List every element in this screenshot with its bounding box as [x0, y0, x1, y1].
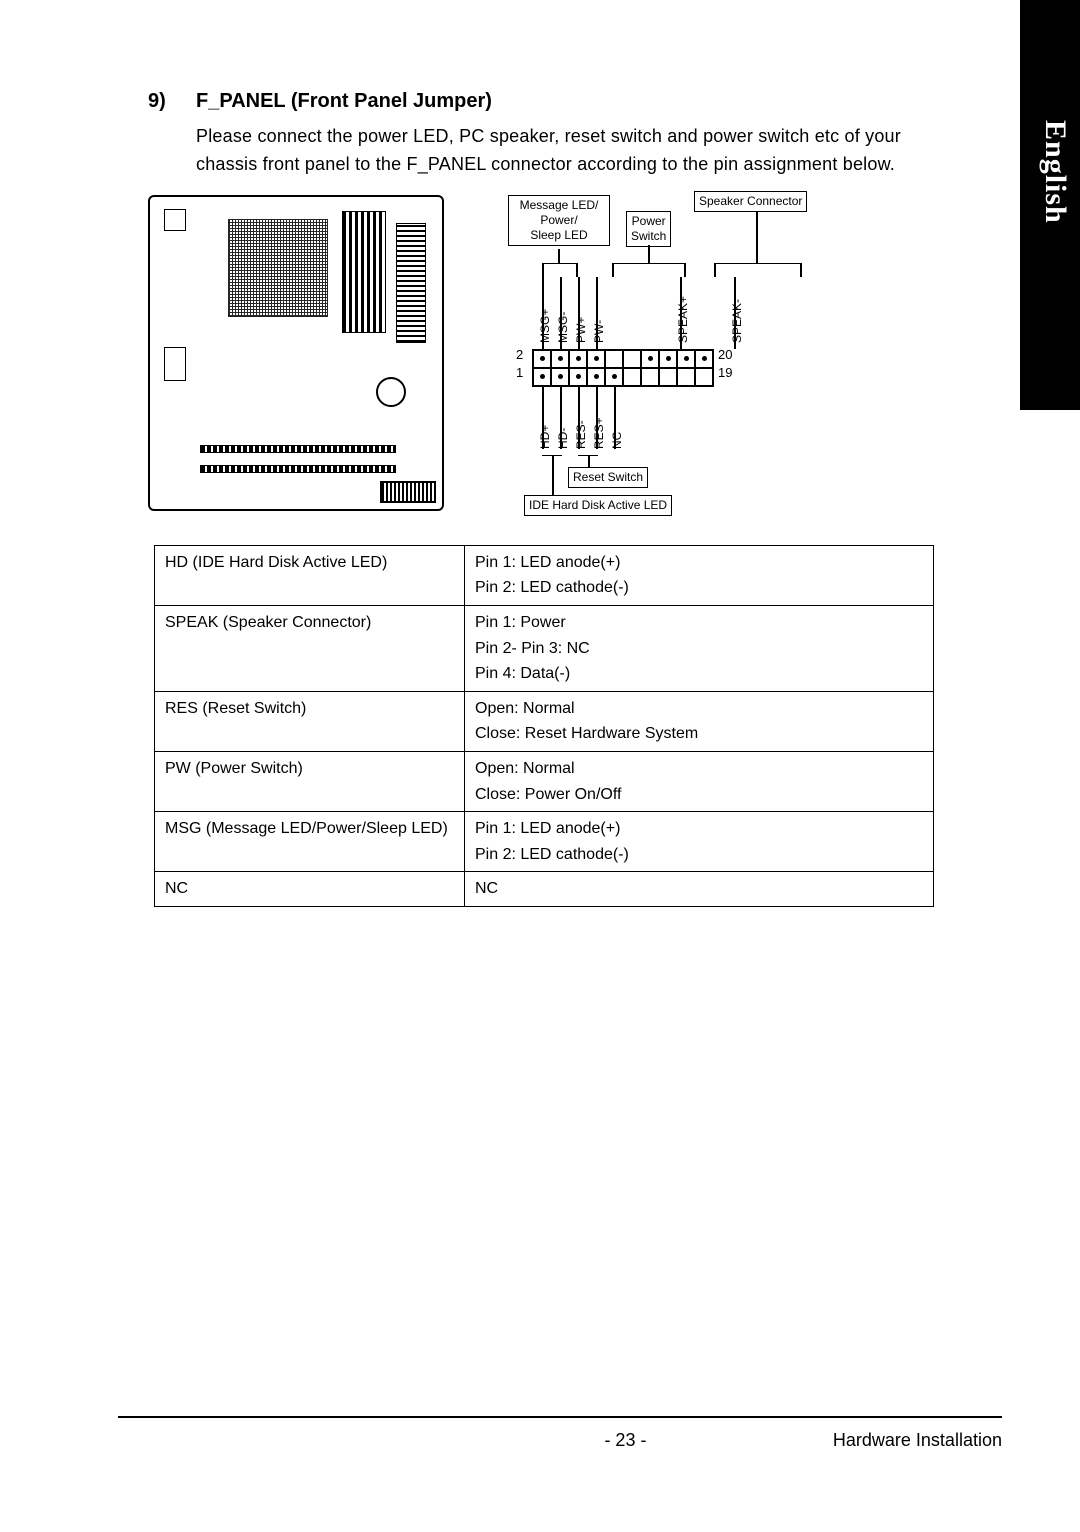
cell-name: MSG (Message LED/Power/Sleep LED) — [155, 812, 465, 872]
leader-line — [542, 263, 576, 265]
signal-top: SPEAK- — [730, 299, 744, 343]
mobo-pci-slot-2 — [200, 465, 396, 473]
footer-section-name: Hardware Installation — [833, 1430, 1002, 1451]
page-number: - 23 - — [604, 1430, 646, 1451]
box-message-led: Message LED/Power/Sleep LED — [508, 195, 610, 246]
leader-line — [648, 245, 650, 263]
signal-top: MSG- — [556, 311, 570, 342]
section-number: 9) — [148, 90, 178, 113]
tick — [560, 277, 562, 349]
leader-line — [714, 263, 800, 265]
signal-bottom: HD+ — [538, 424, 552, 448]
mobo-small-block — [164, 347, 186, 381]
tick — [680, 277, 682, 349]
label: Speaker Connector — [699, 194, 802, 208]
leader-line — [714, 263, 716, 277]
pin-header-grid — [532, 349, 714, 387]
pin-number-left: 2 — [516, 347, 523, 362]
table-row: HD (IDE Hard Disk Active LED) Pin 1: LED… — [155, 545, 934, 605]
table-row: RES (Reset Switch) Open: NormalClose: Re… — [155, 691, 934, 751]
cell-desc: Open: NormalClose: Reset Hardware System — [465, 691, 934, 751]
signal-bottom: RES- — [574, 420, 588, 449]
pin-number-left: 1 — [516, 365, 523, 380]
table-row: NC NC — [155, 872, 934, 907]
motherboard-figure — [148, 195, 468, 535]
mobo-pci-slot — [200, 445, 396, 453]
pin-diagram: Message LED/Power/Sleep LED PowerSwitch … — [508, 195, 868, 525]
tick — [596, 277, 598, 349]
leader-line — [684, 263, 686, 277]
motherboard-outline — [148, 195, 444, 511]
page-footer: - 23 - Hardware Installation — [118, 1430, 1002, 1451]
cell-desc: Pin 1: LED anode(+)Pin 2: LED cathode(-) — [465, 812, 934, 872]
cell-desc: Pin 1: LED anode(+)Pin 2: LED cathode(-) — [465, 545, 934, 605]
mobo-round-chip — [376, 377, 406, 407]
mobo-header — [396, 223, 426, 343]
tick — [542, 277, 544, 349]
box-ide-led: IDE Hard Disk Active LED — [524, 495, 672, 516]
mobo-cpu — [228, 219, 328, 317]
table-body: HD (IDE Hard Disk Active LED) Pin 1: LED… — [155, 545, 934, 906]
label: PowerSwitch — [631, 214, 666, 243]
cell-desc: NC — [465, 872, 934, 907]
cell-name: HD (IDE Hard Disk Active LED) — [155, 545, 465, 605]
leader-line — [576, 263, 578, 277]
footer-divider — [118, 1416, 1002, 1418]
cell-name: NC — [155, 872, 465, 907]
figures-row: Message LED/Power/Sleep LED PowerSwitch … — [148, 195, 948, 535]
leader-line — [558, 249, 560, 263]
signal-top: MSG+ — [538, 308, 552, 342]
leader-line — [612, 263, 614, 277]
table-row: SPEAK (Speaker Connector) Pin 1: PowerPi… — [155, 605, 934, 691]
box-reset-switch: Reset Switch — [568, 467, 648, 488]
box-speaker-connector: Speaker Connector — [694, 191, 807, 212]
signal-bottom: RES+ — [592, 417, 606, 449]
section-heading: 9) F_PANEL (Front Panel Jumper) — [148, 90, 948, 113]
cell-name: RES (Reset Switch) — [155, 691, 465, 751]
mobo-small-chip — [164, 209, 186, 231]
signal-top: PW+ — [574, 316, 588, 342]
table-row: PW (Power Switch) Open: NormalClose: Pow… — [155, 751, 934, 811]
pin-assignment-table: HD (IDE Hard Disk Active LED) Pin 1: LED… — [154, 545, 934, 907]
signal-bottom: NC — [610, 431, 624, 448]
tick — [578, 277, 580, 349]
label: Reset Switch — [573, 470, 643, 484]
tick — [734, 277, 736, 349]
cell-name: PW (Power Switch) — [155, 751, 465, 811]
content-block: 9) F_PANEL (Front Panel Jumper) Please c… — [148, 90, 948, 907]
section-title: F_PANEL (Front Panel Jumper) — [196, 90, 492, 113]
label: Message LED/Power/Sleep LED — [520, 198, 599, 242]
signal-top: PW- — [592, 320, 606, 343]
box-power-switch: PowerSwitch — [626, 211, 671, 247]
table-row: MSG (Message LED/Power/Sleep LED) Pin 1:… — [155, 812, 934, 872]
page: English 9) F_PANEL (Front Panel Jumper) … — [0, 0, 1080, 1532]
cell-desc: Open: NormalClose: Power On/Off — [465, 751, 934, 811]
leader-line — [800, 263, 802, 277]
signal-top: SPEAK+ — [676, 296, 690, 343]
pin-number-right: 19 — [718, 365, 732, 380]
signal-bottom: HD- — [556, 427, 570, 448]
leader-line — [542, 263, 544, 277]
language-label: English — [1028, 120, 1072, 224]
mobo-front-panel-connector — [380, 481, 436, 503]
label: IDE Hard Disk Active LED — [529, 498, 667, 512]
leader-line — [552, 455, 554, 495]
section-body: Please connect the power LED, PC speaker… — [196, 123, 948, 179]
leader-line — [612, 263, 684, 265]
leader-line — [756, 211, 758, 263]
mobo-dimm-slots — [342, 211, 386, 333]
cell-name: SPEAK (Speaker Connector) — [155, 605, 465, 691]
pin-number-right: 20 — [718, 347, 732, 362]
cell-desc: Pin 1: PowerPin 2- Pin 3: NCPin 4: Data(… — [465, 605, 934, 691]
